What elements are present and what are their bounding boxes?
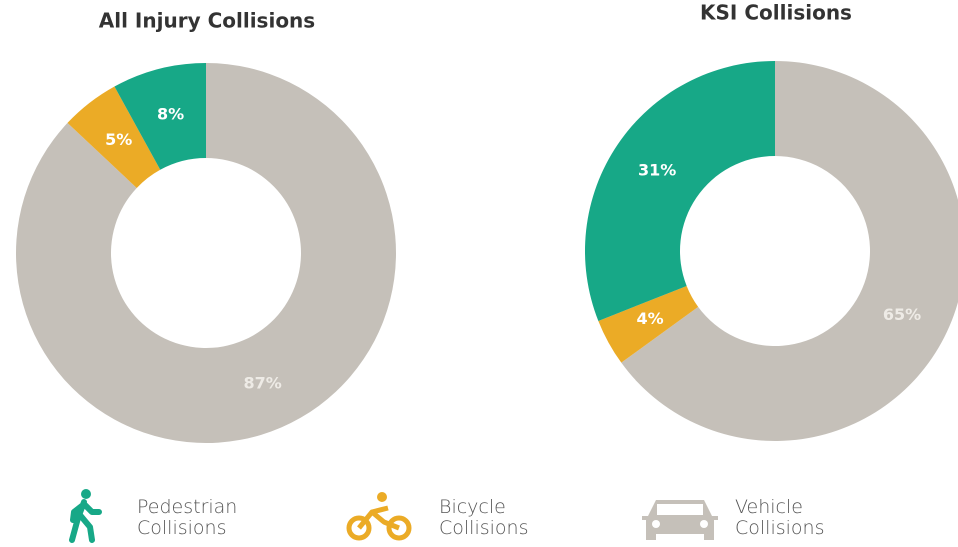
donut-segment bbox=[114, 63, 206, 170]
data-label: 8% bbox=[157, 104, 184, 123]
data-label: 31% bbox=[638, 160, 676, 179]
data-label: 87% bbox=[243, 373, 281, 392]
data-label: 4% bbox=[637, 309, 664, 328]
data-label: 5% bbox=[105, 130, 132, 149]
legend-label: Pedestrian Collisions bbox=[137, 496, 238, 539]
donut-segment bbox=[585, 61, 775, 321]
chart-title: KSI Collisions bbox=[700, 1, 852, 25]
chart-title: All Injury Collisions bbox=[99, 9, 315, 33]
vehicle-icon bbox=[642, 500, 718, 540]
donut-segment bbox=[621, 61, 958, 441]
legend-label: Bicycle Collisions bbox=[439, 496, 529, 539]
legend-label: Vehicle Collisions bbox=[735, 496, 825, 539]
bicycle-icon bbox=[346, 492, 412, 541]
donut-segment bbox=[67, 86, 161, 188]
donut-segment bbox=[15, 63, 396, 443]
pedestrian-icon bbox=[69, 489, 102, 543]
data-label: 65% bbox=[883, 305, 921, 324]
donut-segment bbox=[598, 285, 699, 363]
